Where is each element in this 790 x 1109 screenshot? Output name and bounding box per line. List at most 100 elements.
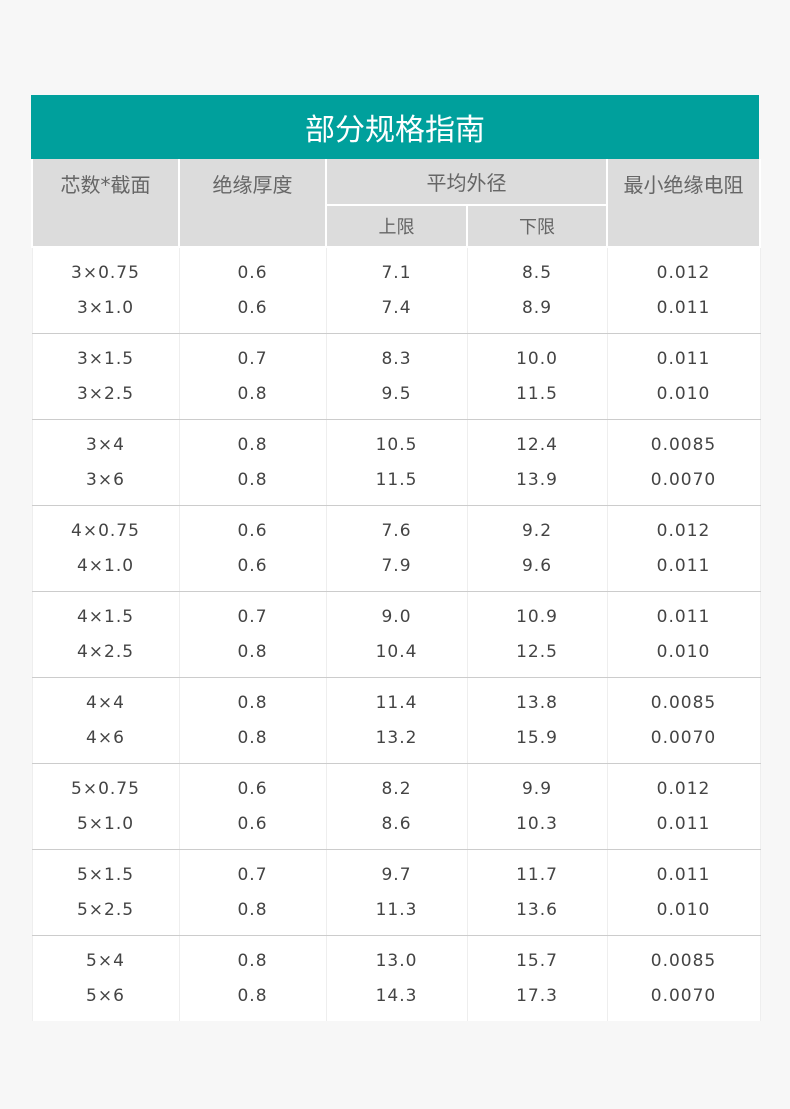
cell-value: 3×1.0	[76, 297, 135, 318]
cell-lower: 8.5 8.9	[466, 247, 608, 334]
cell-value: 11.3	[375, 899, 418, 920]
cell-upper: 7.1 7.4	[325, 247, 468, 334]
cell-value: 8.2	[381, 778, 412, 799]
cell-lower: 10.9 12.5	[466, 591, 608, 678]
cell-value: 0.011	[656, 606, 711, 627]
cell-value: 4×6	[86, 727, 125, 748]
cell-value: 5×4	[86, 950, 125, 971]
cell-value: 0.0070	[650, 469, 717, 490]
cell-value: 0.7	[237, 348, 268, 369]
cell-value: 0.010	[656, 641, 711, 662]
cell-upper: 7.6 7.9	[325, 505, 468, 592]
cell-insulation: 0.7 0.8	[178, 849, 327, 936]
cell-value: 9.5	[381, 383, 412, 404]
cell-value: 10.3	[516, 813, 558, 834]
cell-value: 0.8	[237, 434, 268, 455]
header-upper: 上限	[325, 205, 468, 248]
cell-value: 0.011	[656, 555, 711, 576]
cell-value: 0.6	[237, 813, 268, 834]
table-row: 5×1.5 5×2.5 0.7 0.8 9.7 11.3 11.7 13.6 0.011 0.01…	[31, 849, 761, 936]
cell-core: 3×1.5 3×2.5	[31, 333, 180, 420]
cell-resistance: 0.011 0.010	[606, 849, 761, 936]
cell-value: 13.6	[516, 899, 558, 920]
cell-upper: 8.2 8.6	[325, 763, 468, 850]
cell-value: 5×6	[86, 985, 125, 1006]
cell-value: 0.8	[237, 692, 268, 713]
cell-value: 13.8	[516, 692, 558, 713]
cell-value: 0.7	[237, 606, 268, 627]
cell-value: 3×6	[86, 469, 125, 490]
cell-value: 7.4	[381, 297, 412, 318]
cell-value: 8.5	[521, 262, 553, 283]
cell-value: 11.5	[516, 383, 558, 404]
header-core: 芯数*截面	[31, 159, 180, 248]
cell-value: 0.010	[656, 899, 711, 920]
cell-value: 4×0.75	[71, 520, 140, 541]
cell-value: 12.4	[516, 434, 558, 455]
cell-core: 4×1.5 4×2.5	[31, 591, 180, 678]
cell-resistance: 0.0085 0.0070	[606, 935, 761, 1021]
cell-value: 0.0070	[650, 727, 717, 748]
cell-resistance: 0.012 0.011	[606, 505, 761, 592]
cell-value: 9.6	[521, 555, 553, 576]
cell-value: 0.6	[237, 262, 268, 283]
cell-upper: 10.5 11.5	[325, 419, 468, 506]
cell-value: 5×1.5	[76, 864, 135, 885]
cell-value: 0.012	[656, 262, 711, 283]
cell-value: 8.6	[381, 813, 412, 834]
cell-resistance: 0.0085 0.0070	[606, 419, 761, 506]
cell-value: 5×2.5	[76, 899, 135, 920]
cell-core: 5×0.75 5×1.0	[31, 763, 180, 850]
header-insulation: 绝缘厚度	[178, 159, 327, 248]
cell-value: 0.8	[237, 641, 268, 662]
cell-value: 4×4	[86, 692, 125, 713]
spec-table: 芯数*截面 绝缘厚度 平均外径 最小绝缘电阻 上限 下限 3×0.75 3×1.0…	[31, 159, 761, 1021]
cell-lower: 15.7 17.3	[466, 935, 608, 1021]
cell-insulation: 0.8 0.8	[178, 677, 327, 764]
cell-insulation: 0.7 0.8	[178, 591, 327, 678]
cell-core: 3×4 3×6	[31, 419, 180, 506]
header-lower: 下限	[466, 205, 608, 248]
cell-value: 3×0.75	[71, 262, 140, 283]
cell-value: 0.0070	[650, 985, 717, 1006]
cell-value: 4×1.0	[76, 555, 135, 576]
cell-insulation: 0.6 0.6	[178, 505, 327, 592]
cell-value: 0.7	[237, 864, 268, 885]
cell-value: 9.9	[521, 778, 553, 799]
cell-insulation: 0.8 0.8	[178, 419, 327, 506]
cell-value: 4×2.5	[76, 641, 135, 662]
cell-value: 0.8	[237, 985, 268, 1006]
cell-value: 8.9	[521, 297, 553, 318]
cell-value: 0.0085	[650, 434, 717, 455]
cell-insulation: 0.6 0.6	[178, 763, 327, 850]
cell-value: 11.7	[516, 864, 558, 885]
cell-insulation: 0.6 0.6	[178, 247, 327, 334]
cell-value: 0.8	[237, 383, 268, 404]
cell-value: 0.8	[237, 899, 268, 920]
cell-value: 0.012	[656, 520, 711, 541]
cell-value: 8.3	[381, 348, 412, 369]
cell-value: 0.0085	[650, 692, 717, 713]
cell-insulation: 0.8 0.8	[178, 935, 327, 1021]
cell-core: 5×4 5×6	[31, 935, 180, 1021]
cell-value: 3×4	[86, 434, 125, 455]
table-row: 3×4 3×6 0.8 0.8 10.5 11.5 12.4 13.9 0.0085 0.0070	[31, 419, 761, 506]
cell-value: 9.0	[381, 606, 412, 627]
cell-lower: 12.4 13.9	[466, 419, 608, 506]
cell-upper: 8.3 9.5	[325, 333, 468, 420]
cell-lower: 11.7 13.6	[466, 849, 608, 936]
header-avg-diameter: 平均外径	[325, 159, 608, 206]
cell-insulation: 0.7 0.8	[178, 333, 327, 420]
cell-upper: 9.0 10.4	[325, 591, 468, 678]
table-row: 4×4 4×6 0.8 0.8 11.4 13.2 13.8 15.9 0.0085 0.0070	[31, 677, 761, 764]
table-row: 5×0.75 5×1.0 0.6 0.6 8.2 8.6 9.9 10.3 0.012 0.011	[31, 763, 761, 850]
cell-lower: 9.9 10.3	[466, 763, 608, 850]
cell-value: 15.7	[516, 950, 558, 971]
cell-value: 13.9	[516, 469, 558, 490]
cell-upper: 9.7 11.3	[325, 849, 468, 936]
cell-upper: 13.0 14.3	[325, 935, 468, 1021]
cell-value: 0.011	[656, 297, 711, 318]
cell-resistance: 0.012 0.011	[606, 763, 761, 850]
cell-value: 13.0	[375, 950, 418, 971]
cell-value: 10.4	[375, 641, 418, 662]
